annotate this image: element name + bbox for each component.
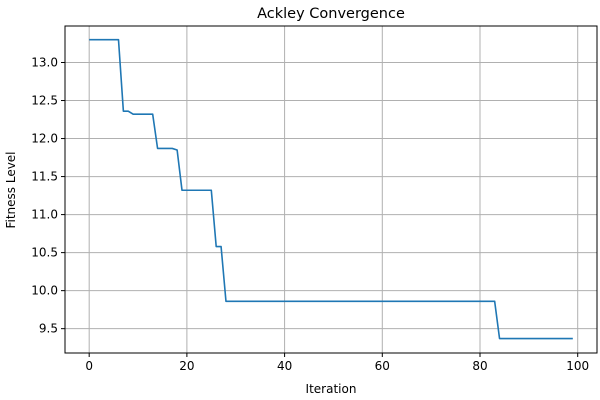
x-axis-ticks: 0 20 40 60 80 100 — [85, 353, 589, 373]
series-layer — [89, 38, 573, 340]
y-tick-label: 13.0 — [31, 56, 58, 70]
x-axis-label: Iteration — [306, 382, 357, 396]
x-tick-label: 0 — [85, 359, 93, 373]
y-tick-label: 11.5 — [31, 170, 58, 184]
series-line — [89, 38, 573, 340]
y-tick-label: 12.0 — [31, 132, 58, 146]
plot-area-frame — [64, 25, 598, 354]
y-tick-label: 12.5 — [31, 94, 58, 108]
x-tick-label: 60 — [375, 359, 390, 373]
y-axis-label: Fitness Level — [4, 151, 18, 228]
grid — [65, 26, 597, 353]
y-tick-label: 9.5 — [39, 322, 58, 336]
y-tick-label: 10.5 — [31, 246, 58, 260]
x-tick-label: 100 — [566, 359, 589, 373]
x-tick-label: 40 — [277, 359, 292, 373]
y-tick-label: 11.0 — [31, 208, 58, 222]
x-tick-label: 20 — [179, 359, 194, 373]
x-tick-label: 80 — [472, 359, 487, 373]
y-tick-label: 10.0 — [31, 284, 58, 298]
chart-title: Ackley Convergence — [257, 6, 405, 22]
y-axis-ticks: 9.5 10.0 10.5 11.0 11.5 12.0 12.5 13.0 — [31, 56, 65, 336]
